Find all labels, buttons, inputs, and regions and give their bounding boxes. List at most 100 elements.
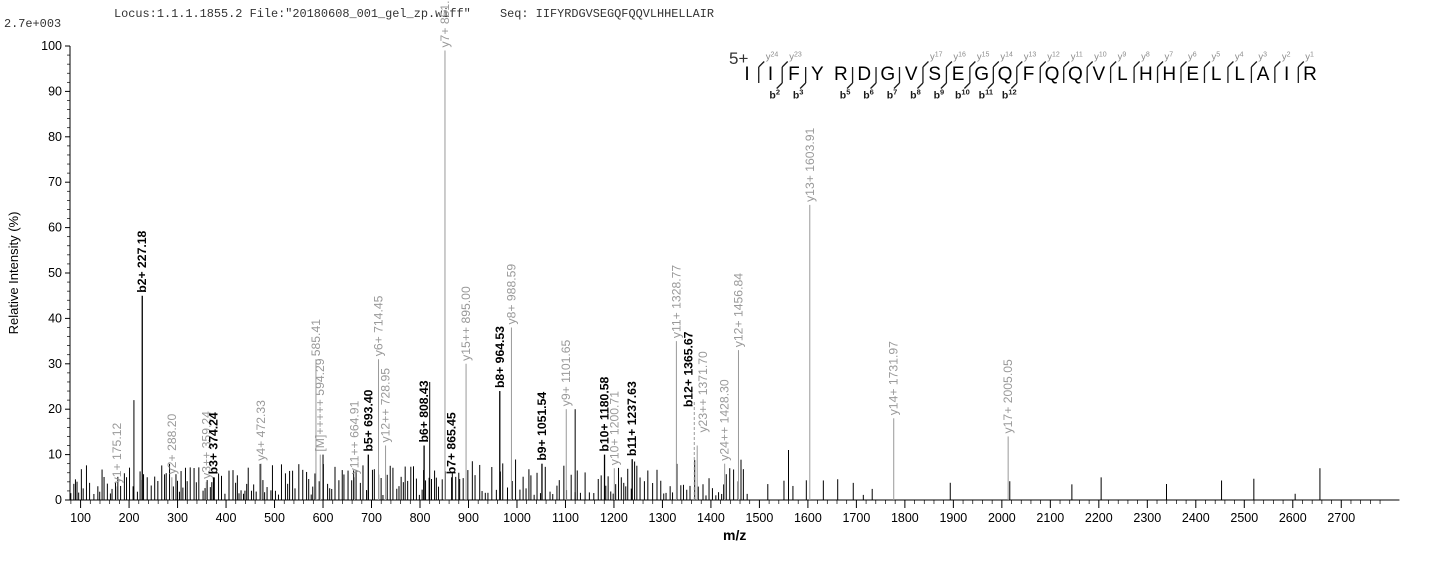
svg-text:F: F [1023,64,1035,85]
svg-text:b5: b5 [840,87,851,102]
svg-text:y9+ 1101.65: y9+ 1101.65 [559,339,573,406]
svg-text:y4+ 472.33: y4+ 472.33 [254,400,268,461]
svg-text:y23++ 1371.70: y23++ 1371.70 [696,351,710,433]
svg-text:D: D [857,64,871,85]
svg-text:E: E [952,64,965,85]
svg-text:y5: y5 [1211,51,1220,63]
svg-text:70: 70 [48,175,62,189]
svg-text:1700: 1700 [842,511,870,525]
svg-text:y1: y1 [1305,51,1314,63]
svg-text:y24++ 1428.30: y24++ 1428.30 [718,379,732,461]
svg-text:b11: b11 [979,87,993,102]
svg-text:2500: 2500 [1230,511,1258,525]
svg-text:2300: 2300 [1133,511,1161,525]
svg-text:H: H [1162,64,1176,85]
svg-text:2700: 2700 [1327,511,1355,525]
svg-text:L: L [1211,64,1222,85]
svg-text:L: L [1117,64,1128,85]
svg-text:b10: b10 [955,87,970,102]
svg-text:100: 100 [41,39,62,53]
svg-text:1900: 1900 [939,511,967,525]
svg-text:y24: y24 [766,51,779,63]
svg-text:1800: 1800 [891,511,919,525]
svg-text:y23: y23 [789,51,802,63]
svg-text:H: H [1139,64,1153,85]
svg-text:1500: 1500 [746,511,774,525]
svg-text:y15: y15 [977,51,990,63]
svg-text:50: 50 [48,266,62,280]
svg-text:1000: 1000 [503,511,531,525]
svg-text:y2: y2 [1282,51,1291,63]
svg-text:1600: 1600 [794,511,822,525]
svg-text:V: V [1093,64,1106,85]
svg-text:b9+ 1051.54: b9+ 1051.54 [535,392,549,461]
svg-text:90: 90 [48,84,62,98]
svg-text:80: 80 [48,130,62,144]
svg-text:b2: b2 [769,87,780,102]
svg-text:y3: y3 [1258,51,1267,63]
svg-text:60: 60 [48,221,62,235]
svg-text:y8+ 988.59: y8+ 988.59 [504,264,518,325]
svg-text:y12: y12 [1047,51,1060,63]
svg-text:y6+ 714.45: y6+ 714.45 [372,295,386,356]
svg-text:b6+ 808.43: b6+ 808.43 [417,380,431,442]
svg-text:b7: b7 [887,87,898,102]
svg-text:Q: Q [998,64,1013,85]
svg-text:b7+ 865.45: b7+ 865.45 [445,412,459,474]
svg-text:y12++ 728.95: y12++ 728.95 [379,368,393,443]
svg-text:y10+ 1200.71: y10+ 1200.71 [607,391,621,465]
svg-text:b6: b6 [863,87,874,102]
svg-text:R: R [834,64,848,85]
svg-text:585.41: 585.41 [309,319,323,356]
svg-text:y11: y11 [1071,51,1083,63]
svg-text:2600: 2600 [1279,511,1307,525]
svg-text:y17+ 2005.05: y17+ 2005.05 [1001,359,1015,433]
svg-text:2100: 2100 [1036,511,1064,525]
svg-text:Relative Intensity (%): Relative Intensity (%) [6,212,21,335]
svg-text:y10: y10 [1094,51,1107,63]
svg-text:I: I [1284,64,1289,85]
svg-text:1300: 1300 [649,511,677,525]
svg-text:b12+ 1365.67: b12+ 1365.67 [681,331,695,407]
svg-text:1100: 1100 [552,511,579,525]
svg-text:600: 600 [313,511,334,525]
svg-text:y15++ 895.00: y15++ 895.00 [459,286,473,361]
svg-text:y14+ 1731.97: y14+ 1731.97 [887,341,901,415]
svg-text:E: E [1186,64,1199,85]
svg-text:500: 500 [264,511,285,525]
svg-text:V: V [905,64,918,85]
svg-text:y1+ 175.12: y1+ 175.12 [110,423,124,484]
svg-text:y13+ 1603.91: y13+ 1603.91 [803,127,817,201]
svg-text:y17: y17 [930,51,943,63]
svg-text:400: 400 [216,511,237,525]
svg-text:2400: 2400 [1182,511,1210,525]
svg-text:y13: y13 [1024,51,1037,63]
svg-text:G: G [880,64,895,85]
svg-text:L: L [1234,64,1245,85]
svg-text:b8: b8 [910,87,921,102]
svg-text:b12: b12 [1002,87,1017,102]
svg-text:y16: y16 [953,51,966,63]
svg-text:y9: y9 [1118,51,1127,63]
svg-text:800: 800 [410,511,431,525]
svg-text:b3+ 374.24: b3+ 374.24 [207,412,221,474]
svg-text:Q: Q [1068,64,1083,85]
svg-text:1200: 1200 [600,511,628,525]
svg-text:Y: Y [811,64,824,85]
svg-text:F: F [788,64,800,85]
svg-text:2200: 2200 [1085,511,1113,525]
svg-text:b2+ 227.18: b2+ 227.18 [135,230,149,292]
svg-text:y11++ 664.91: y11++ 664.91 [348,400,362,474]
svg-text:300: 300 [167,511,188,525]
svg-text:200: 200 [119,511,140,525]
svg-text:2000: 2000 [988,511,1016,525]
svg-text:G: G [974,64,989,85]
svg-text:m/z: m/z [723,527,746,543]
svg-text:1400: 1400 [697,511,725,525]
svg-text:A: A [1257,64,1270,85]
svg-text:100: 100 [70,511,91,525]
svg-text:900: 900 [458,511,479,525]
svg-text:10: 10 [48,448,62,462]
svg-text:y6: y6 [1188,51,1197,63]
svg-text:y4: y4 [1235,51,1244,63]
